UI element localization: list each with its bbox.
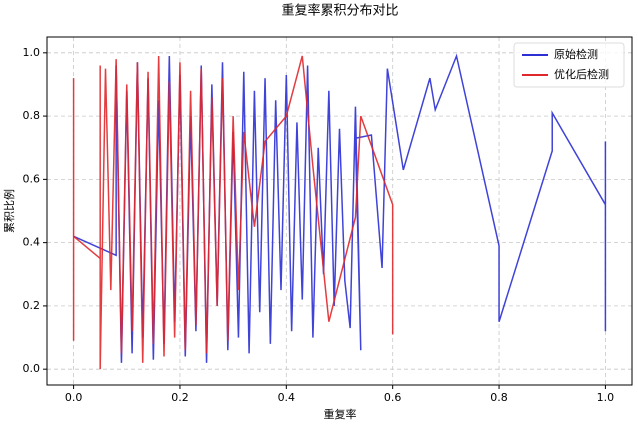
chart-title: 重复率累积分布对比 xyxy=(281,3,398,19)
plot-frame xyxy=(46,36,633,386)
series-line xyxy=(72,55,394,370)
y-axis-label: 累积比例 xyxy=(2,189,16,233)
x-tick-label: 0.6 xyxy=(384,391,402,404)
x-tick-label: 0.0 xyxy=(65,391,83,404)
y-tick-label: 0.2 xyxy=(23,299,41,312)
x-tick-label: 0.4 xyxy=(278,391,296,404)
y-tick-label: 0.6 xyxy=(23,172,41,185)
legend-label: 原始检测 xyxy=(554,47,598,61)
x-tick-label: 0.8 xyxy=(490,391,508,404)
y-tick-label: 1.0 xyxy=(23,46,41,59)
x-tick-label: 1.0 xyxy=(597,391,615,404)
x-axis-label: 重复率 xyxy=(324,407,357,421)
y-tick-label: 0.4 xyxy=(23,236,41,249)
y-tick-label: 0.8 xyxy=(23,109,41,122)
x-tick-label: 0.2 xyxy=(171,391,189,404)
legend-label: 优化后检测 xyxy=(554,67,609,81)
y-tick-label: 0.0 xyxy=(23,362,41,375)
